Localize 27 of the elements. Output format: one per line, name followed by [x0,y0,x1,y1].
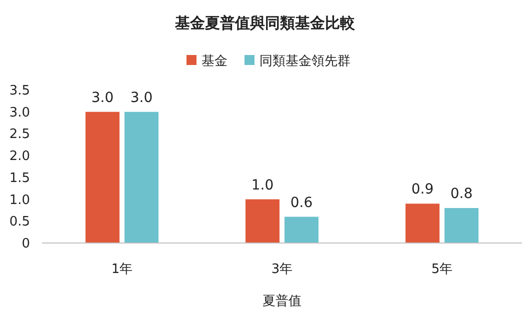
y-tick-label: 0.5 [9,214,30,230]
y-tick-label: 3.0 [9,105,30,120]
y-tick-label: 1.0 [9,192,30,208]
legend-label: 同類基金領先群 [260,54,350,69]
y-tick-label: 2.5 [9,127,30,142]
data-label: 1.0 [251,177,274,194]
x-tick-label: 5年 [431,262,453,277]
x-tick-label: 3年 [271,262,293,277]
data-label: 0.9 [411,182,434,198]
x-axis-title: 夏普值 [262,293,302,309]
y-tick-label: 2.0 [9,149,30,164]
bar [86,112,120,243]
data-label: 0.8 [450,186,473,202]
y-tick-label: 3.5 [9,84,30,98]
y-tick-label: 1.5 [9,170,30,186]
y-tick-label: 0 [22,236,30,252]
bar [246,199,280,243]
bar [284,216,318,243]
data-label: 3.0 [130,90,153,106]
legend-label: 基金 [202,54,228,69]
bar [406,204,440,243]
bar [124,112,158,243]
chart-title: 基金夏普值與同類基金比較 [174,14,356,32]
x-tick-label: 1年 [111,262,133,277]
bar [444,208,478,243]
data-label: 0.6 [290,194,313,211]
data-label: 3.0 [91,90,114,106]
